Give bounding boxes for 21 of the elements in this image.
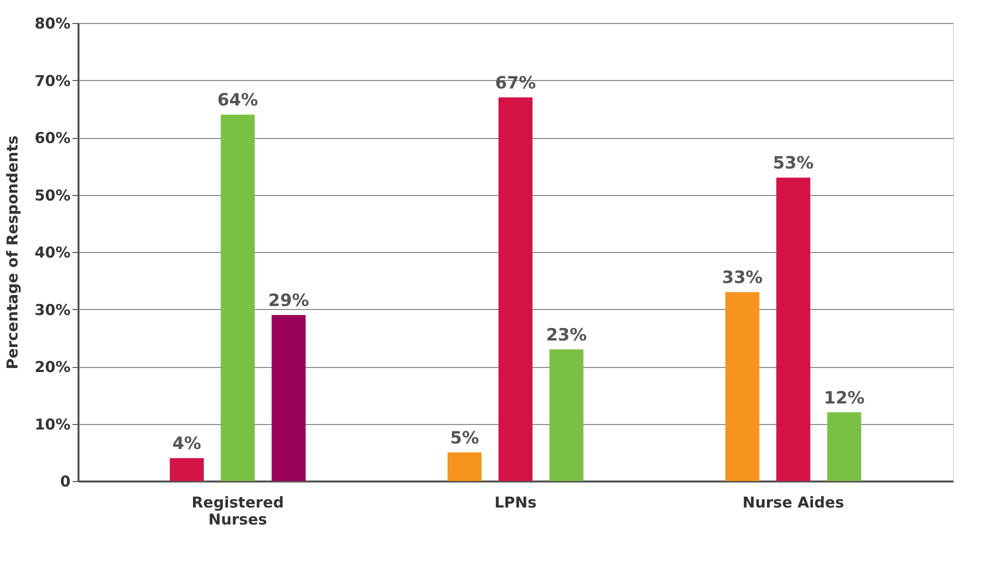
data-label: 4% — [172, 434, 202, 454]
y-tick-label: 40% — [34, 244, 70, 262]
y-tick-label: 80% — [34, 14, 70, 32]
y-tick-label: 50% — [34, 186, 70, 204]
data-label: 29% — [268, 290, 309, 311]
y-tick-label: 20% — [34, 358, 70, 376]
y-tick-label: 10% — [34, 415, 70, 434]
x-tick-label: Registered Nurses — [192, 494, 284, 528]
data-label: 5% — [450, 428, 480, 448]
data-label: 23% — [546, 325, 587, 346]
y-tick-label: 70% — [34, 72, 70, 90]
data-label: 53% — [772, 154, 814, 174]
data-label: 33% — [722, 268, 763, 288]
y-axis-title: Percentage of Respondents — [4, 136, 22, 370]
data-label: 12% — [824, 388, 865, 408]
y-tick-label: 60% — [34, 129, 70, 147]
x-tick-label: Nurse Aides — [742, 494, 844, 512]
x-tick-label: LPNs — [494, 494, 537, 512]
y-tick-label: 30% — [34, 300, 70, 319]
y-tick-label: 0 — [60, 472, 70, 490]
data-label: 64% — [217, 90, 258, 111]
